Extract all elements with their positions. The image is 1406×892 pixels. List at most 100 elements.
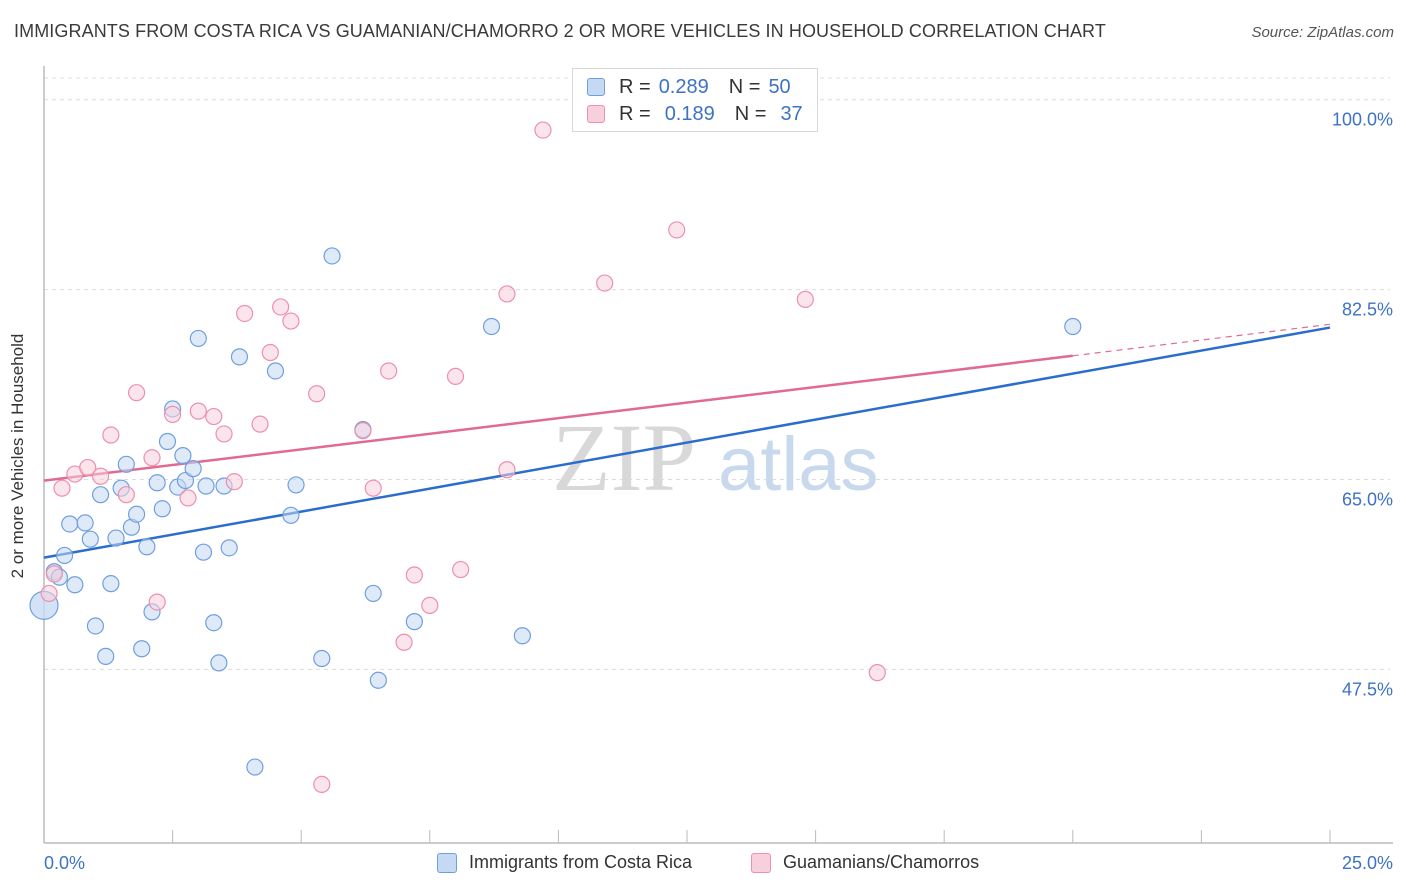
- costa-rica-point: [153, 500, 171, 518]
- costa-rica-point: [246, 758, 264, 776]
- guamanian-point: [534, 121, 552, 139]
- series-swatch-pink: [751, 852, 771, 873]
- guamanian-point: [117, 486, 135, 504]
- y-tick-label: 65.0%: [1342, 489, 1393, 509]
- guamanian-point: [354, 422, 372, 440]
- legend-row-costa-rica: R = 0.289 N = 50: [587, 75, 791, 99]
- guamanian-point: [313, 775, 331, 794]
- guamanian-point: [148, 593, 166, 611]
- guamanian-point: [596, 274, 614, 292]
- legend-r-value: 0.289: [658, 75, 709, 98]
- series-legend-label: Immigrants from Costa Rica: [469, 852, 693, 872]
- x-tick-label: 0.0%: [44, 853, 85, 873]
- costa-rica-point: [189, 329, 207, 348]
- guamanian-point: [498, 285, 516, 303]
- legend-r-label: R =: [619, 75, 651, 98]
- costa-rica-point: [158, 432, 177, 451]
- x-tick-label: 25.0%: [1342, 853, 1393, 873]
- costa-rica-point: [66, 576, 84, 594]
- series-legend: Immigrants from Costa Rica Guamanians/Ch…: [0, 852, 1406, 876]
- guamanian-point: [668, 221, 686, 239]
- costa-rica-point: [323, 247, 341, 265]
- costa-rica-point: [61, 515, 79, 533]
- correlation-legend: R = 0.289 N = 50 R = 0.189 N = 37: [572, 68, 818, 132]
- series-legend-item-guamanian[interactable]: Guamanians/Chamorros: [751, 852, 979, 873]
- costa-rica-point: [55, 546, 74, 565]
- guamanian-point: [40, 584, 58, 603]
- costa-rica-point: [138, 538, 156, 556]
- costa-rica-point: [482, 317, 501, 336]
- guamanian-point: [215, 425, 233, 443]
- y-tick-label: 47.5%: [1342, 679, 1393, 699]
- costa-rica-point: [205, 614, 223, 632]
- series-swatch-blue: [437, 852, 457, 873]
- guamanian-point: [189, 402, 207, 420]
- costa-rica-point: [184, 460, 202, 478]
- guamanian-point: [251, 415, 269, 433]
- guamanian-point: [364, 479, 382, 497]
- guamanian-point: [395, 633, 413, 651]
- guamanian-point: [452, 560, 470, 579]
- costa-rica-point: [133, 640, 151, 658]
- data-points: [29, 121, 1082, 794]
- costa-rica-point: [405, 613, 423, 631]
- legend-r-value: 0.189: [664, 102, 715, 125]
- costa-rica-point: [287, 476, 305, 494]
- costa-rica-point: [364, 584, 382, 603]
- y-tick-label: 82.5%: [1342, 300, 1393, 320]
- source-credit: Source: ZipAtlas.com: [1251, 24, 1394, 41]
- costa-rica-point: [86, 617, 105, 635]
- guamanian-point: [225, 473, 243, 491]
- legend-swatch-blue: [587, 78, 605, 96]
- costa-rica-point: [513, 627, 531, 645]
- costa-rica-point: [369, 671, 387, 689]
- guamanian-point: [179, 489, 197, 507]
- guamanian-point: [143, 449, 161, 467]
- series-legend-item-costa-rica[interactable]: Immigrants from Costa Rica: [437, 852, 692, 873]
- legend-swatch-pink: [587, 105, 605, 123]
- guamanian-point: [498, 461, 516, 479]
- legend-n-label: N =: [728, 75, 761, 98]
- costa-rica-point: [97, 647, 115, 665]
- costa-rica-point: [266, 362, 285, 380]
- guamanian-point: [102, 426, 120, 444]
- guamanian-point: [91, 467, 110, 485]
- guamanian-point: [205, 407, 223, 426]
- costa-rica-point: [76, 514, 94, 532]
- chart-title: IMMIGRANTS FROM COSTA RICA VS GUAMANIAN/…: [14, 21, 1106, 41]
- costa-rica-point: [102, 575, 120, 593]
- costa-rica-point: [210, 654, 228, 672]
- guamanian-point: [421, 596, 439, 614]
- guamanian-point: [405, 566, 423, 584]
- legend-row-guamanian: R = 0.189 N = 37: [587, 102, 803, 126]
- guamanian-point: [127, 384, 146, 402]
- watermark-zip: ZIP: [552, 404, 696, 511]
- costa-rica-point: [1064, 317, 1082, 336]
- costa-rica-point: [313, 649, 331, 668]
- guamanian-point: [282, 312, 300, 330]
- guamanian-point: [796, 290, 814, 308]
- costa-rica-point: [148, 474, 166, 492]
- guamanian-point: [164, 405, 182, 423]
- legend-n-label: N =: [734, 102, 767, 125]
- costa-rica-point: [91, 486, 110, 504]
- costa-rica-point: [230, 348, 249, 366]
- costa-rica-point: [194, 543, 213, 561]
- costa-rica-point: [220, 539, 238, 557]
- trend-lines: [43, 323, 1331, 559]
- guamanian-point: [45, 565, 63, 583]
- costa-rica-point: [81, 530, 99, 548]
- guamanian-point: [272, 298, 290, 316]
- costa-rica-point: [197, 477, 215, 495]
- axes: [43, 66, 1393, 844]
- costa-rica-point: [176, 471, 195, 490]
- costa-rica-point: [117, 455, 135, 473]
- guamanian-point: [261, 343, 279, 362]
- guamanian-point: [868, 664, 886, 682]
- guamanian-point: [79, 458, 97, 477]
- x-tick-labels: 0.0% 25.0%: [44, 853, 1393, 873]
- guamanian-point: [53, 479, 71, 497]
- guamanian-point: [308, 385, 326, 403]
- y-tick-labels: 47.5% 65.0% 82.5% 100.0%: [1332, 110, 1393, 700]
